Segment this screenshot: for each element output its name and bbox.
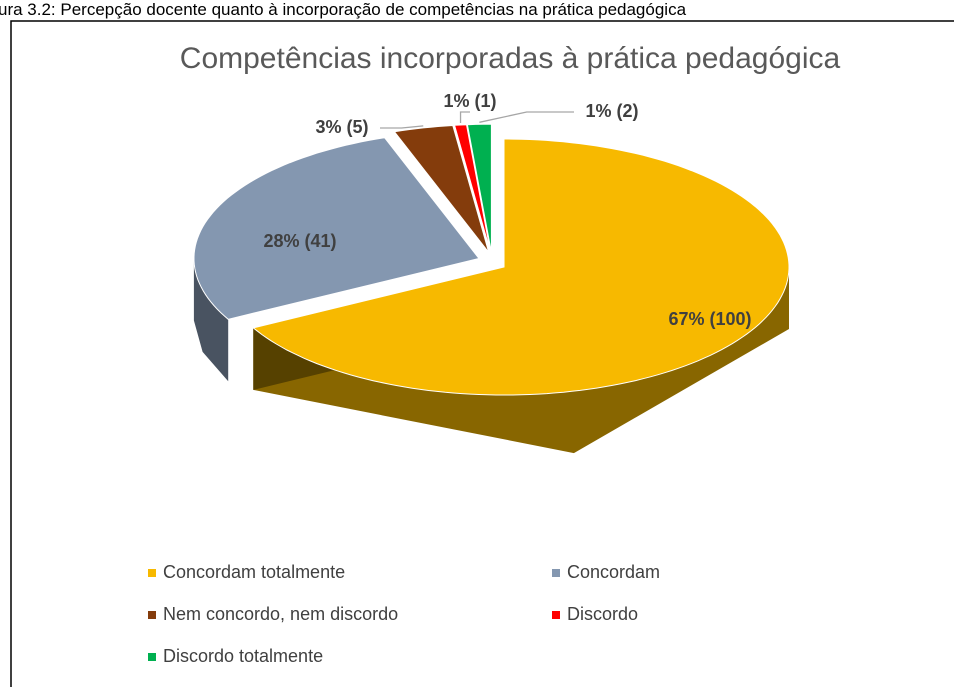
- legend-label: Discordo totalmente: [163, 646, 323, 666]
- legend-label: Nem concordo, nem discordo: [163, 604, 398, 624]
- leader-line: [479, 111, 574, 123]
- slice: [393, 124, 490, 253]
- legend-label: Concordam totalmente: [163, 562, 345, 582]
- data-label: 67% (100): [668, 309, 751, 329]
- legend-swatch: [552, 569, 560, 577]
- data-label: 3% (5): [315, 117, 368, 137]
- legend-swatch: [148, 653, 156, 661]
- data-label: 1% (2): [585, 101, 638, 121]
- legend-label: Discordo: [567, 604, 638, 624]
- data-label: 1% (1): [443, 91, 496, 111]
- slice: [252, 138, 790, 396]
- slice: [466, 123, 492, 253]
- slice: [453, 124, 492, 253]
- slice-side: [193, 258, 229, 382]
- legend-label: Concordam: [567, 562, 660, 582]
- legend-swatch: [552, 611, 560, 619]
- data-label: 28% (41): [263, 231, 336, 251]
- figure-caption: ura 3.2: Percepção docente quanto à inco…: [0, 0, 687, 19]
- slice-side: [253, 267, 790, 454]
- leader-line: [380, 125, 424, 129]
- legend-swatch: [148, 611, 156, 619]
- slice: [193, 137, 480, 320]
- legend-swatch: [148, 569, 156, 577]
- leader-line: [459, 111, 470, 123]
- chart-title: Competências incorporadas à prática peda…: [180, 42, 841, 75]
